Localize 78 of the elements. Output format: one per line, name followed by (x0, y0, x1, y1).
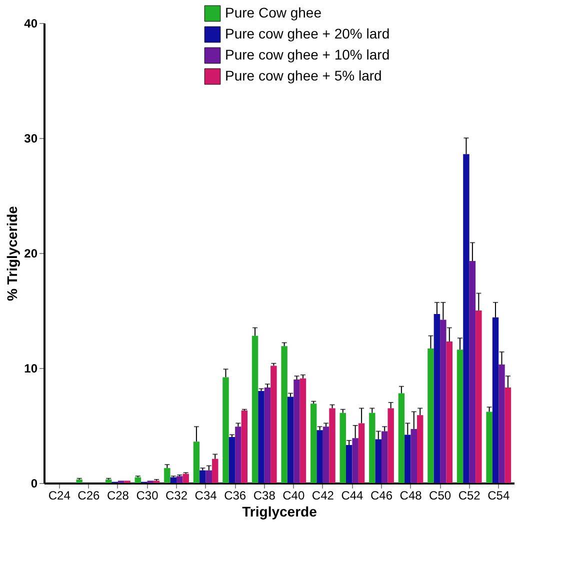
bar (398, 393, 405, 483)
bar (264, 388, 271, 483)
legend-label: Pure Cow ghee (225, 4, 322, 20)
bar (498, 364, 505, 483)
y-tick-label: 0 (30, 476, 38, 490)
x-tick-label: C32 (166, 488, 188, 502)
bar (463, 154, 470, 483)
legend-label: Pure cow ghee + 20% lard (225, 26, 390, 42)
bar (486, 412, 492, 483)
bar (182, 474, 189, 483)
bar (241, 410, 248, 483)
bar (200, 470, 206, 483)
x-tick-label: C24 (48, 488, 71, 502)
bar (287, 396, 294, 483)
bar (440, 320, 446, 483)
bar (492, 317, 499, 483)
bar (329, 408, 336, 483)
bar (270, 366, 277, 483)
bar (134, 477, 141, 483)
bar (369, 412, 376, 483)
bar (388, 408, 394, 483)
y-tick-label: 20 (24, 246, 38, 260)
x-tick-label: C50 (429, 488, 452, 502)
bar (410, 428, 417, 483)
x-tick-label: C48 (400, 488, 422, 502)
bar (476, 310, 482, 483)
bar (193, 442, 200, 483)
bar (252, 336, 258, 483)
x-tick-label: C30 (136, 488, 159, 502)
y-tick-label: 30 (24, 132, 38, 146)
x-tick-label: C54 (488, 488, 510, 502)
bar (294, 380, 300, 483)
bar (358, 423, 365, 483)
bar (469, 261, 476, 483)
bar (300, 378, 306, 483)
x-tick-label: C34 (194, 488, 218, 502)
bar (235, 426, 242, 483)
bar (346, 445, 352, 483)
x-tick-label: C36 (224, 488, 246, 502)
x-axis-title: Triglycerde (242, 504, 318, 520)
bar (170, 477, 177, 483)
x-tick-label: C42 (312, 488, 334, 502)
bar (404, 434, 411, 483)
y-tick-label: 10 (24, 362, 38, 376)
x-tick-label: C52 (458, 488, 481, 502)
bar (375, 439, 382, 483)
bar (322, 426, 330, 483)
bar (428, 348, 434, 483)
bar (456, 350, 464, 483)
bar (164, 468, 170, 483)
bar (258, 391, 264, 483)
bar (212, 458, 218, 483)
x-tick-label: C40 (282, 488, 305, 502)
legend-label: Pure cow ghee + 5% lard (225, 68, 382, 84)
x-tick-label: C38 (253, 488, 276, 502)
bar (434, 314, 440, 483)
bar (381, 431, 388, 483)
bar (352, 438, 358, 483)
bar (417, 415, 424, 483)
bar (340, 412, 346, 483)
x-tick-label: C46 (370, 488, 393, 502)
bar (504, 388, 512, 483)
bar (446, 342, 453, 483)
x-tick-label: C44 (341, 488, 364, 502)
bar (176, 476, 183, 483)
bar (105, 480, 112, 483)
bar (281, 346, 288, 483)
bar (76, 480, 82, 483)
bar (206, 470, 212, 483)
x-tick-label: C26 (78, 488, 100, 502)
bar (310, 404, 317, 483)
bar (228, 437, 236, 483)
y-tick-label: 40 (24, 16, 38, 30)
bar (316, 430, 323, 483)
legend-label: Pure cow ghee + 10% lard (225, 46, 390, 62)
bar (222, 377, 229, 483)
y-axis-title: % Triglyceride (4, 206, 20, 301)
x-tick-label: C28 (106, 488, 130, 502)
